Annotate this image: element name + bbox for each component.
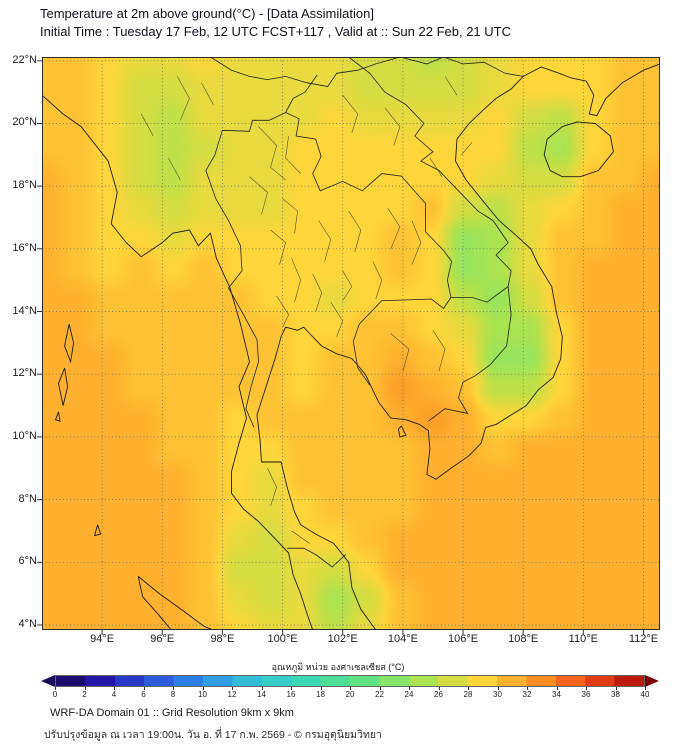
x-axis-tick-label: 106°E: [447, 633, 479, 645]
colorbar-tick-label: 14: [257, 690, 266, 699]
colorbar-tick-mark: [291, 687, 292, 690]
colorbar-tick-label: 20: [345, 690, 355, 699]
y-axis-tick-label: 12°N: [12, 367, 37, 380]
colorbar-tick-mark: [468, 687, 469, 690]
colorbar-tick-mark: [202, 687, 204, 690]
colorbar-gradient: [55, 675, 645, 687]
colorbar-tick-label: 10: [198, 690, 207, 699]
x-axis-tick-label: 98°E: [210, 633, 235, 645]
colorbar-tick-label: 32: [522, 690, 532, 699]
colorbar-label: อุณหภูมิ หน่วย องศาเซลเซียส (°C): [271, 662, 405, 672]
chart-title: Temperature at 2m above ground(°C) - [Da…: [40, 6, 374, 21]
y-axis-tick-label: 8°N: [18, 492, 37, 505]
colorbar-tick-label: 12: [227, 690, 237, 699]
colorbar-right-arrow: [645, 675, 659, 687]
colorbar-tick-label: 40: [640, 690, 650, 699]
colorbar-tick-mark: [261, 687, 263, 690]
colorbar-tick-label: 22: [375, 690, 384, 699]
colorbar-tick-mark: [143, 687, 145, 690]
y-axis-tick-label: 6°N: [18, 555, 37, 568]
colorbar-tick-label: 26: [434, 690, 443, 699]
y-axis-tick-label: 20°N: [12, 116, 37, 129]
colorbar-tick-label: 8: [170, 690, 176, 699]
colorbar-tick-mark: [556, 687, 558, 690]
colorbar-tick-mark: [615, 687, 617, 690]
temperature-heatmap-canvas: [42, 57, 660, 630]
y-axis-tick-label: 4°N: [18, 617, 37, 630]
colorbar-tick-mark: [84, 687, 86, 690]
colorbar-tick-label: 6: [141, 690, 146, 699]
colorbar-tick-mark: [409, 687, 410, 690]
colorbar-tick-mark: [497, 687, 499, 690]
colorbar-tick-mark: [320, 687, 322, 690]
colorbar-tick-label: 38: [611, 690, 620, 699]
x-axis-tick-label: 102°E: [327, 633, 358, 645]
colorbar-tick-label: 2: [82, 690, 87, 699]
colorbar-tick-mark: [173, 687, 174, 690]
x-axis-tick-label: 100°E: [267, 633, 298, 645]
x-axis-tick-label: 112°E: [628, 633, 659, 645]
colorbar-tick-mark: [586, 687, 587, 690]
y-axis-tick-label: 18°N: [12, 179, 37, 192]
colorbar-tick-mark: [232, 687, 233, 690]
colorbar-tick-mark: [55, 687, 56, 690]
colorbar-tick-mark: [379, 687, 381, 690]
x-axis-tick-label: 104°E: [387, 633, 418, 645]
y-axis-tick-label: 16°N: [12, 241, 37, 254]
y-axis-tick-label: 22°N: [12, 53, 37, 66]
x-axis-tick-label: 94°E: [90, 633, 115, 645]
footer-update-info: ปรับปรุงข้อมูล ณ เวลา 19:00น. วัน อ. ที่…: [44, 729, 382, 741]
colorbar-tick-label: 0: [52, 690, 58, 699]
colorbar-tick-label: 34: [552, 690, 561, 699]
x-axis-tick-label: 110°E: [568, 633, 598, 645]
colorbar-tick-mark: [114, 687, 115, 690]
x-axis-tick-label: 108°E: [508, 633, 539, 645]
colorbar-tick-mark: [527, 687, 528, 690]
y-axis-tick-label: 10°N: [12, 429, 37, 442]
chart-subtitle: Initial Time : Tuesday 17 Feb, 12 UTC FC…: [40, 24, 511, 39]
x-axis-tick-label: 96°E: [150, 633, 175, 645]
colorbar-tick-label: 30: [493, 690, 502, 699]
colorbar-left-arrow: [41, 675, 55, 687]
colorbar-tick-mark: [350, 687, 351, 690]
colorbar-tick-mark: [645, 687, 646, 690]
colorbar-tick-label: 24: [404, 690, 414, 699]
y-axis-tick-label: 14°N: [12, 304, 37, 317]
colorbar-tick-label: 36: [581, 690, 591, 699]
colorbar-tick-mark: [438, 687, 440, 690]
colorbar-tick-label: 16: [286, 690, 296, 699]
colorbar-tick-label: 4: [111, 690, 117, 699]
colorbar-tick-label: 28: [463, 690, 473, 699]
footer-domain-info: WRF-DA Domain 01 :: Grid Resolution 9km …: [50, 707, 294, 719]
colorbar-tick-label: 18: [316, 690, 325, 699]
